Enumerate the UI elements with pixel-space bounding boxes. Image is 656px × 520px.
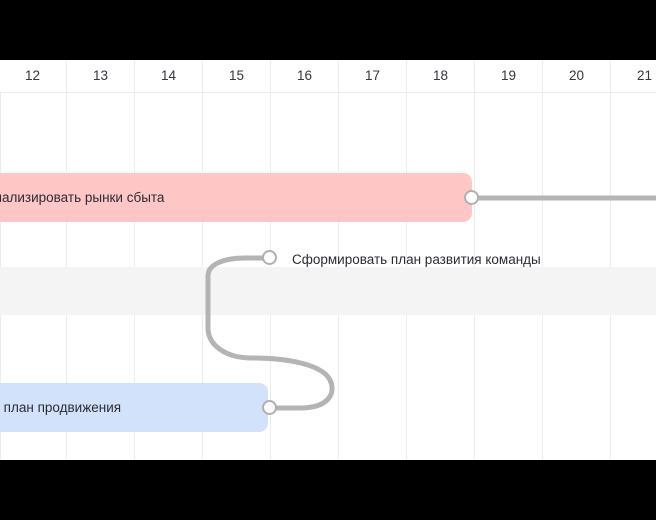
day-column-header[interactable]: 16: [271, 60, 339, 92]
day-column-header[interactable]: 20: [543, 60, 611, 92]
letterbox-top: [0, 0, 656, 60]
connector-dot-blue-end[interactable]: [262, 400, 277, 415]
letterbox-bottom: [0, 460, 656, 520]
connector-dot-pink-end[interactable]: [464, 190, 479, 205]
task-bar-blue-label: вить план продвижения: [0, 400, 122, 415]
dependency-link-s-curve[interactable]: [205, 255, 335, 411]
day-column-header[interactable]: 19: [475, 60, 543, 92]
connector-dot-grey-start[interactable]: [262, 250, 277, 265]
gantt-viewport[interactable]: 12 13 14 15 16 17 18 19 20 21: [0, 60, 656, 460]
timeline-header: 12 13 14 15 16 17 18 19 20 21: [0, 60, 656, 93]
day-column-header[interactable]: 15: [203, 60, 271, 92]
task-bar-pink[interactable]: [0, 173, 472, 222]
dependency-links-layer: [205, 195, 656, 411]
day-column-header[interactable]: 21: [611, 60, 656, 92]
task-bar-blue[interactable]: [0, 383, 268, 432]
task-bar-pink-label: роанализировать рынки сбыта: [0, 190, 165, 205]
day-column-header[interactable]: 13: [67, 60, 135, 92]
day-column-header[interactable]: 18: [407, 60, 475, 92]
task-bar-grey-label[interactable]: Сформировать план развития команды: [292, 252, 541, 267]
task-row-highlight[interactable]: [0, 267, 656, 315]
day-column-header[interactable]: 17: [339, 60, 407, 92]
day-column-header[interactable]: 12: [0, 60, 67, 92]
day-column-header[interactable]: 14: [135, 60, 203, 92]
